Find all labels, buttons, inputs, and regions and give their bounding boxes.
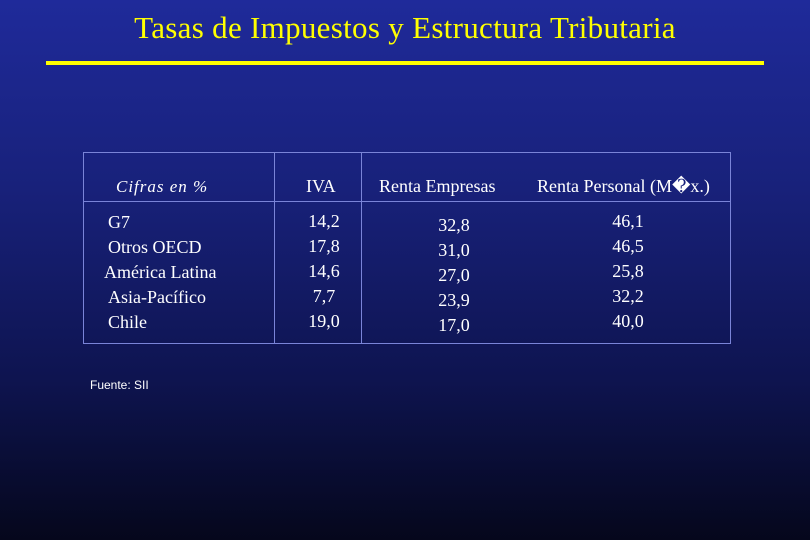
header-renta-personal: Renta Personal (M�x.) bbox=[537, 176, 710, 196]
renta-empresas-value: 31,0 bbox=[438, 240, 470, 260]
slide-title: Tasas de Impuestos y Estructura Tributar… bbox=[134, 10, 676, 45]
iva-value: 14,6 bbox=[308, 261, 340, 281]
region-chile: Chile bbox=[108, 312, 147, 332]
tax-rate-table: Cifras en % IVA Renta Empresas Renta Per… bbox=[83, 152, 731, 344]
header-iva: IVA bbox=[306, 176, 336, 196]
region-column: G7 Otros OECD América Latina Asia-Pacífi… bbox=[104, 210, 216, 335]
renta-personal-value: 46,5 bbox=[612, 236, 644, 256]
table-divider bbox=[361, 153, 362, 343]
iva-value: 14,2 bbox=[308, 211, 340, 231]
renta-empresas-value: 23,9 bbox=[438, 290, 470, 310]
renta-empresas-value: 32,8 bbox=[438, 215, 470, 235]
header-label: Cifras en % bbox=[116, 177, 209, 196]
region-asia-pacifico: Asia-Pacífico bbox=[108, 287, 206, 307]
renta-personal-value: 32,2 bbox=[612, 286, 644, 306]
region-g7: G7 bbox=[108, 212, 130, 232]
renta-empresas-value: 17,0 bbox=[438, 315, 470, 335]
renta-empresas-column: 32,8 31,0 27,0 23,9 17,0 bbox=[424, 213, 484, 338]
table-divider bbox=[274, 153, 275, 343]
iva-value: 19,0 bbox=[308, 311, 340, 331]
iva-value: 7,7 bbox=[312, 286, 336, 306]
renta-personal-column: 46,1 46,5 25,8 32,2 40,0 bbox=[598, 209, 658, 334]
region-america-latina: América Latina bbox=[104, 262, 217, 282]
region-otros-oecd: Otros OECD bbox=[108, 237, 202, 257]
iva-value: 17,8 bbox=[308, 236, 340, 256]
header-renta-empresas: Renta Empresas bbox=[379, 176, 496, 196]
source-note: Fuente: SII bbox=[90, 378, 149, 392]
renta-empresas-value: 27,0 bbox=[438, 265, 470, 285]
renta-personal-value: 46,1 bbox=[612, 211, 644, 231]
renta-personal-value: 40,0 bbox=[612, 311, 644, 331]
iva-column: 14,2 17,8 14,6 7,7 19,0 bbox=[294, 209, 354, 334]
title-underline bbox=[46, 61, 764, 65]
renta-personal-value: 25,8 bbox=[612, 261, 644, 281]
header-divider bbox=[84, 201, 730, 202]
